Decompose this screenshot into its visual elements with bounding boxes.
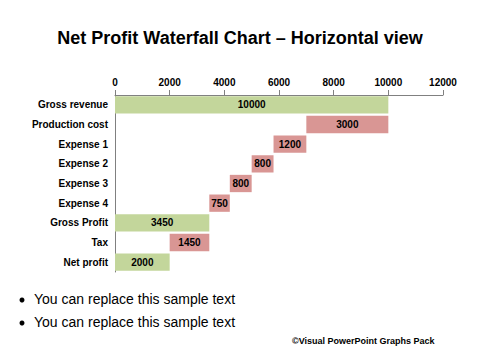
svg-text:Production cost: Production cost [32,119,109,130]
svg-text:©Visual PowerPoint Graphs Pack: ©Visual PowerPoint Graphs Pack [292,336,436,346]
svg-text:12000: 12000 [429,77,457,88]
svg-text:4000: 4000 [213,77,236,88]
svg-text:750: 750 [211,198,228,209]
svg-text:10000: 10000 [374,77,402,88]
svg-text:6000: 6000 [268,77,291,88]
svg-text:2000: 2000 [159,77,182,88]
svg-text:3000: 3000 [336,119,359,130]
svg-text:You can replace this sample te: You can replace this sample text [34,314,235,330]
svg-text:Expense 4: Expense 4 [59,198,109,209]
svg-text:1450: 1450 [178,237,201,248]
svg-text:Gross Profit: Gross Profit [50,217,108,228]
svg-text:1200: 1200 [279,139,302,150]
svg-text:10000: 10000 [238,99,266,110]
svg-text:You can replace this sample te: You can replace this sample text [34,291,235,307]
svg-text:Expense 3: Expense 3 [59,178,109,189]
svg-text:Net Profit Waterfall Chart – H: Net Profit Waterfall Chart – Horizontal … [57,28,423,48]
svg-text:Gross revenue: Gross revenue [38,99,108,110]
svg-text:800: 800 [254,158,271,169]
svg-text:8000: 8000 [323,77,346,88]
svg-text:2000: 2000 [131,257,154,268]
svg-text:0: 0 [112,77,118,88]
svg-text:Tax: Tax [92,237,109,248]
svg-text:Expense 2: Expense 2 [59,158,109,169]
svg-text:3450: 3450 [151,217,174,228]
svg-text:800: 800 [232,178,249,189]
svg-text:Expense 1: Expense 1 [59,139,109,150]
svg-text:Net profit: Net profit [64,257,109,268]
